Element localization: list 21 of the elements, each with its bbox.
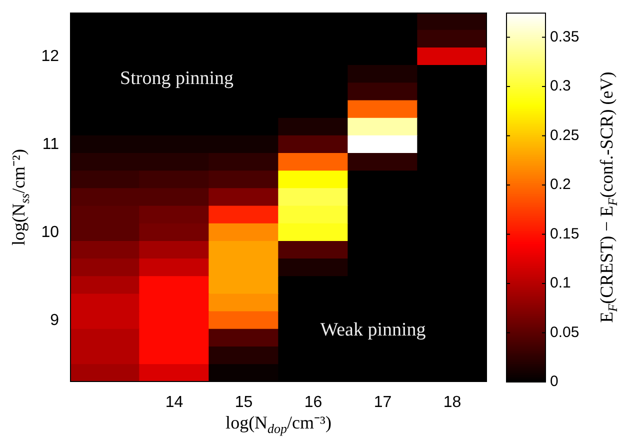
x-tick-label: 18	[443, 394, 462, 412]
color-bar-label: 0.25	[550, 126, 580, 144]
x-tick-label: 15	[234, 394, 253, 412]
y-tick-label: 10	[41, 224, 60, 241]
annotation: Strong pinning	[120, 68, 234, 90]
x-tick-label: 17	[374, 394, 392, 412]
color-bar-label: 0.1	[550, 274, 571, 292]
y-tick-label: 12	[41, 48, 60, 65]
color-bar-label: 0.05	[550, 324, 580, 341]
color-bar-label: 0.3	[550, 78, 571, 95]
y-axis-title: log(Nss/cm⁻²)	[8, 149, 32, 246]
y-tick-label: 11	[42, 136, 60, 153]
annotation: Weak pinning	[320, 319, 426, 340]
color-bar-label: 0.15	[550, 225, 580, 242]
x-tick-label: 16	[304, 394, 322, 412]
y-tick-label: 9	[50, 312, 60, 329]
color-bar-title: EF(CREST) − EF(conf.-SCR) (eV)	[596, 72, 620, 323]
x-tick-label: 14	[165, 394, 184, 412]
color-bar-label: 0	[550, 373, 558, 390]
color-bar-label: 0.2	[550, 176, 571, 194]
color-bar-label: 0.35	[550, 28, 580, 46]
